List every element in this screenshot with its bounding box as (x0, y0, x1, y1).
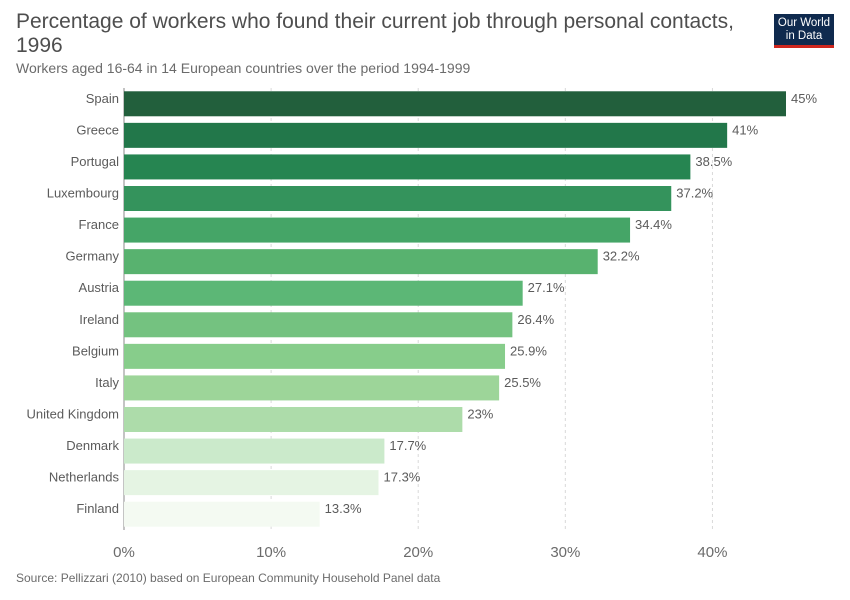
gridlines (123, 88, 713, 530)
source-note: Source: Pellizzari (2010) based on Europ… (16, 571, 441, 585)
bar[interactable] (124, 343, 506, 369)
value-label: 37.2% (676, 186, 713, 201)
value-label: 41% (732, 122, 758, 137)
category-label: Austria (79, 280, 120, 295)
bar[interactable] (124, 375, 500, 401)
bar[interactable] (124, 438, 385, 464)
value-label: 13.3% (325, 501, 362, 516)
bar[interactable] (124, 217, 631, 243)
value-label: 38.5% (695, 154, 732, 169)
bar[interactable] (124, 312, 513, 338)
value-label: 45% (791, 91, 817, 106)
value-label: 17.7% (389, 438, 426, 453)
value-label: 25.5% (504, 375, 541, 390)
labels: 0% 10% 20% 30% 40% Spain 45% Greece 41% Portugal 3… (27, 91, 818, 561)
logo-line-2: in Data (785, 30, 823, 42)
value-label: 34.4% (635, 217, 672, 232)
chart-title: Percentage of workers who found their cu… (16, 10, 734, 57)
x-tick-label: 20% (403, 544, 433, 561)
category-label: France (79, 217, 119, 232)
bar[interactable] (124, 91, 786, 117)
bar[interactable] (124, 186, 672, 211)
category-label: Netherlands (49, 470, 120, 485)
category-label: Finland (76, 501, 119, 516)
bar[interactable] (124, 407, 463, 432)
chart-subtitle: Workers aged 16-64 in 14 European countr… (16, 60, 471, 76)
category-label: Italy (95, 375, 119, 390)
value-label: 17.3% (384, 470, 421, 485)
category-label: Ireland (79, 312, 119, 327)
x-tick-label: 0% (113, 544, 135, 561)
x-tick-label: 30% (550, 544, 580, 561)
bar[interactable] (124, 470, 379, 496)
value-label: 27.1% (528, 280, 565, 295)
x-tick-label: 40% (697, 544, 727, 561)
bars (124, 91, 786, 527)
value-label: 32.2% (603, 249, 640, 264)
value-label: 26.4% (517, 312, 554, 327)
category-label: Germany (66, 249, 120, 264)
bar[interactable] (124, 280, 523, 306)
category-label: Denmark (66, 438, 119, 453)
bar[interactable] (124, 501, 320, 527)
category-label: Luxembourg (47, 186, 119, 201)
bar[interactable] (124, 154, 691, 180)
owid-logo[interactable]: Our World in Data (774, 14, 834, 48)
x-tick-label: 10% (256, 544, 286, 561)
category-label: Portugal (71, 154, 120, 169)
value-label: 23% (467, 407, 493, 422)
bar[interactable] (124, 122, 728, 148)
category-label: Spain (86, 91, 119, 106)
bar[interactable] (124, 249, 598, 275)
logo-line-1: Our World (777, 17, 831, 29)
category-label: Belgium (72, 343, 119, 358)
value-label: 25.9% (510, 343, 547, 358)
category-label: Greece (76, 122, 119, 137)
category-label: United Kingdom (27, 407, 120, 422)
